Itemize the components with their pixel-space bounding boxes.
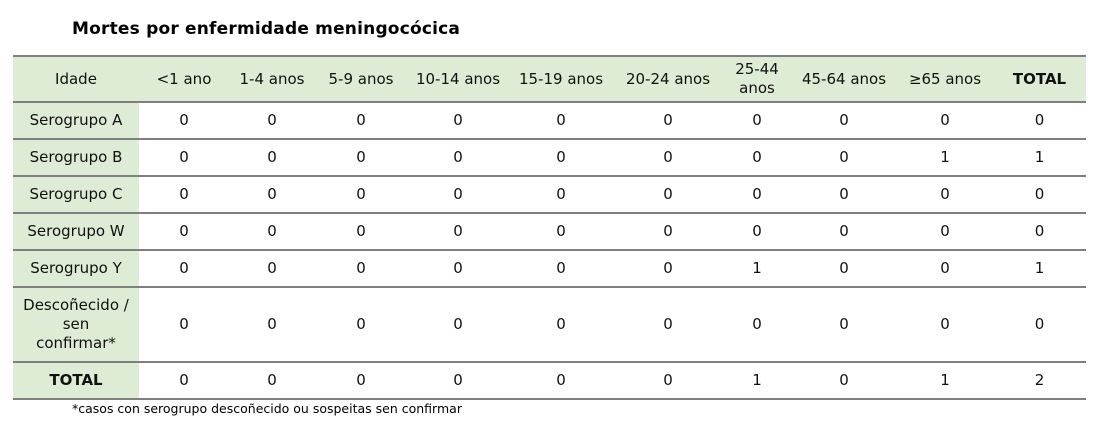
data-cell: 0 [139,102,229,139]
row-serogrupo-b: Serogrupo B 0 0 0 0 0 0 0 0 1 1 [13,139,1086,176]
row-label-desconecido: Descoñecido / sen confirmar* [13,287,139,362]
data-cell: 0 [139,250,229,287]
row-desconecido: Descoñecido / sen confirmar* 0 0 0 0 0 0… [13,287,1086,362]
data-cell: 0 [315,287,407,362]
page-title: Mortes por enfermidade meningocócica [72,19,461,39]
col-header-25-44-anos: 25-44 anos [723,55,791,103]
data-cell: 0 [229,250,315,287]
data-cell: 0 [229,287,315,362]
data-cell: 0 [229,139,315,176]
data-cell: 0 [791,287,897,362]
row-total: TOTAL 0 0 0 0 0 0 1 0 1 2 [13,362,1086,399]
data-cell: 0 [791,362,897,399]
row-serogrupo-w: Serogrupo W 0 0 0 0 0 0 0 0 0 0 [13,213,1086,250]
data-cell: 0 [229,176,315,213]
data-cell: 0 [897,176,993,213]
data-cell: 0 [723,102,791,139]
data-cell: 0 [407,139,509,176]
data-cell: 0 [407,176,509,213]
col-header-ge65-anos: ≥65 anos [897,55,993,103]
row-label-serogrupo-a: Serogrupo A [13,102,139,139]
row-label-serogrupo-w: Serogrupo W [13,213,139,250]
col-header-total: TOTAL [993,55,1086,103]
data-cell: 0 [723,139,791,176]
data-cell: 0 [791,102,897,139]
data-cell: 0 [613,213,723,250]
data-cell: 0 [509,139,613,176]
data-cell: 0 [613,176,723,213]
meningococcal-deaths-table: Idade <1 ano 1-4 anos 5-9 anos 10-14 ano… [13,55,1086,400]
data-cell: 0 [993,102,1086,139]
data-cell: 0 [509,213,613,250]
data-cell: 0 [315,176,407,213]
data-cell: 0 [791,139,897,176]
data-cell: 0 [509,362,613,399]
data-cell: 0 [723,287,791,362]
data-cell: 0 [315,139,407,176]
data-cell: 0 [407,250,509,287]
data-cell: 0 [613,250,723,287]
col-header-idade: Idade [13,55,139,103]
col-header-45-64-anos: 45-64 anos [791,55,897,103]
data-cell: 0 [407,362,509,399]
data-cell: 0 [791,250,897,287]
data-cell: 2 [993,362,1086,399]
data-cell: 0 [613,139,723,176]
data-cell: 0 [509,250,613,287]
data-cell: 0 [315,102,407,139]
data-cell: 0 [407,287,509,362]
data-cell: 0 [791,176,897,213]
data-cell: 0 [723,176,791,213]
data-cell: 1 [993,139,1086,176]
data-cell: 0 [139,287,229,362]
row-label-total: TOTAL [13,362,139,399]
data-cell: 0 [791,213,897,250]
col-header-20-24-anos: 20-24 anos [613,55,723,103]
col-header-5-9-anos: 5-9 anos [315,55,407,103]
data-cell: 0 [229,102,315,139]
footnote: *casos con serogrupo descoñecido ou sosp… [72,401,462,416]
row-label-serogrupo-y: Serogrupo Y [13,250,139,287]
data-cell: 0 [993,213,1086,250]
row-serogrupo-a: Serogrupo A 0 0 0 0 0 0 0 0 0 0 [13,102,1086,139]
row-serogrupo-c: Serogrupo C 0 0 0 0 0 0 0 0 0 0 [13,176,1086,213]
header-row: Idade <1 ano 1-4 anos 5-9 anos 10-14 ano… [13,55,1086,103]
data-cell: 0 [229,362,315,399]
data-cell: 0 [229,213,315,250]
row-serogrupo-y: Serogrupo Y 0 0 0 0 0 0 1 0 0 1 [13,250,1086,287]
data-cell: 0 [315,213,407,250]
data-cell: 0 [897,102,993,139]
data-cell: 0 [723,213,791,250]
data-cell: 0 [613,102,723,139]
row-label-serogrupo-c: Serogrupo C [13,176,139,213]
data-cell: 0 [993,176,1086,213]
col-header-lt1-ano: <1 ano [139,55,229,103]
data-cell: 1 [723,250,791,287]
data-cell: 0 [509,176,613,213]
data-cell: 1 [897,362,993,399]
data-cell: 1 [897,139,993,176]
data-cell: 0 [407,213,509,250]
row-label-serogrupo-b: Serogrupo B [13,139,139,176]
data-cell: 0 [315,250,407,287]
data-cell: 0 [897,213,993,250]
data-cell: 0 [993,287,1086,362]
col-header-15-19-anos: 15-19 anos [509,55,613,103]
data-cell: 0 [407,102,509,139]
data-cell: 0 [509,102,613,139]
data-cell: 0 [139,213,229,250]
data-cell: 0 [613,287,723,362]
col-header-10-14-anos: 10-14 anos [407,55,509,103]
data-cell: 0 [139,139,229,176]
data-cell: 0 [509,287,613,362]
data-cell: 0 [315,362,407,399]
data-cell: 1 [993,250,1086,287]
col-header-1-4-anos: 1-4 anos [229,55,315,103]
data-cell: 0 [897,250,993,287]
data-cell: 0 [613,362,723,399]
data-cell: 1 [723,362,791,399]
data-cell: 0 [139,362,229,399]
data-cell: 0 [139,176,229,213]
data-cell: 0 [897,287,993,362]
